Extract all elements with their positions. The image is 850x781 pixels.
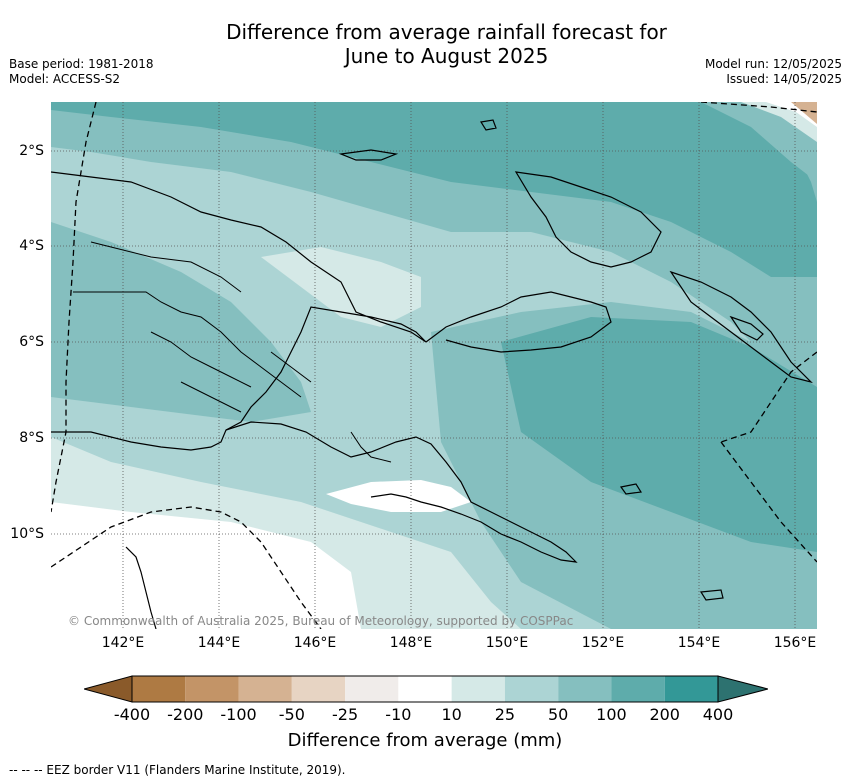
- band-dry-ne: [791, 102, 817, 124]
- y-tick-label: 6°S: [19, 334, 44, 350]
- eez-footnote: -- -- -- EEZ border V11 (Flanders Marine…: [9, 763, 346, 777]
- colorbar-tick-label: -200: [167, 705, 204, 724]
- colorbar-extend-high: [717, 675, 768, 703]
- colorbar-tick-label: -400: [113, 705, 151, 724]
- model-name: Model: ACCESS-S2: [9, 72, 121, 86]
- x-tick-label: 144°E: [197, 635, 241, 651]
- island-2: [619, 483, 643, 495]
- base-period: Base period: 1981-2018: [9, 57, 154, 71]
- colorbar-frame: [131, 675, 719, 703]
- manus: [338, 149, 399, 161]
- map-title-line2: June to August 2025: [344, 44, 549, 68]
- coastlines: [51, 119, 813, 629]
- band-100-200-north: [51, 102, 817, 277]
- rainfall-map: [51, 102, 817, 629]
- eez-borders: [51, 102, 817, 629]
- huon-peninsula: [425, 291, 612, 353]
- colorbar-cell: [558, 676, 612, 702]
- colorbar-tick-label: 50: [547, 705, 569, 724]
- cape-york: [125, 546, 157, 629]
- colorbar-cell: [185, 676, 239, 702]
- island-3: [699, 589, 724, 601]
- colorbar-cell: [132, 676, 186, 702]
- colorbar-cell: [345, 676, 399, 702]
- issued-date: Issued: 14/05/2025: [726, 72, 842, 86]
- colorbar-tick-label: -50: [278, 705, 305, 724]
- band-10-25-highlands: [261, 247, 421, 327]
- png-south-coast: [225, 421, 578, 563]
- band-50-100-ne: [701, 102, 817, 182]
- x-tick-label: 152°E: [581, 635, 625, 651]
- colorbar-tick-label: 100: [596, 705, 627, 724]
- y-tick-label: 10°S: [10, 526, 44, 542]
- colorbar-cell: [398, 676, 452, 702]
- colorbar-tick-label: 10: [441, 705, 462, 724]
- map-title-line1: Difference from average rainfall forecas…: [226, 20, 667, 44]
- colorbar-cell: [238, 676, 292, 702]
- colorbar-title: Difference from average (mm): [287, 730, 563, 751]
- meta-left: Base period: 1981-2018 Model: ACCESS-S2: [9, 57, 154, 87]
- colorbar-tick-label: 200: [649, 705, 680, 724]
- colorbar-cell: [664, 676, 718, 702]
- new-guinea-coast: [51, 171, 427, 451]
- colorbar-cell: [504, 676, 559, 702]
- band-100-200-se: [501, 317, 817, 552]
- colorbar-tick-label: 400: [702, 705, 734, 724]
- new-ireland: [669, 270, 813, 384]
- copyright-notice: © Commonwealth of Australia 2025, Bureau…: [68, 614, 574, 628]
- colorbar-extend-low: [84, 675, 133, 703]
- colorbar-tick-label: 25: [494, 705, 516, 724]
- province-borders: [73, 241, 392, 463]
- colorbar-tick-label: -10: [385, 705, 412, 724]
- colorbar-cell: [291, 676, 346, 702]
- graticule: [51, 102, 817, 629]
- x-tick-label: 148°E: [389, 635, 433, 651]
- bougainville: [729, 315, 764, 341]
- island-1: [480, 119, 497, 131]
- y-tick-label: 2°S: [19, 143, 44, 159]
- y-tick-label: 8°S: [19, 430, 44, 446]
- meta-right: Model run: 12/05/2025 Issued: 14/05/2025: [705, 57, 842, 87]
- band-below-10-south: [51, 502, 361, 629]
- x-tick-label: 146°E: [293, 635, 337, 651]
- x-tick-label: 156°E: [773, 635, 817, 651]
- x-tick-label: 154°E: [677, 635, 721, 651]
- x-tick-label: 150°E: [485, 635, 529, 651]
- colorbar-tick-label: -25: [332, 705, 359, 724]
- model-run: Model run: 12/05/2025: [704, 57, 842, 71]
- new-britain: [514, 171, 662, 268]
- map-title: Difference from average rainfall forecas…: [0, 20, 850, 68]
- x-tick-label: 142°E: [101, 635, 145, 651]
- y-tick-label: 4°S: [19, 238, 44, 254]
- colorbar-tick-label: -100: [220, 705, 257, 724]
- colorbar-cell: [611, 676, 665, 702]
- colorbar-cell: [451, 676, 505, 702]
- colorbar: [84, 675, 768, 703]
- band-50-100-west: [51, 222, 311, 422]
